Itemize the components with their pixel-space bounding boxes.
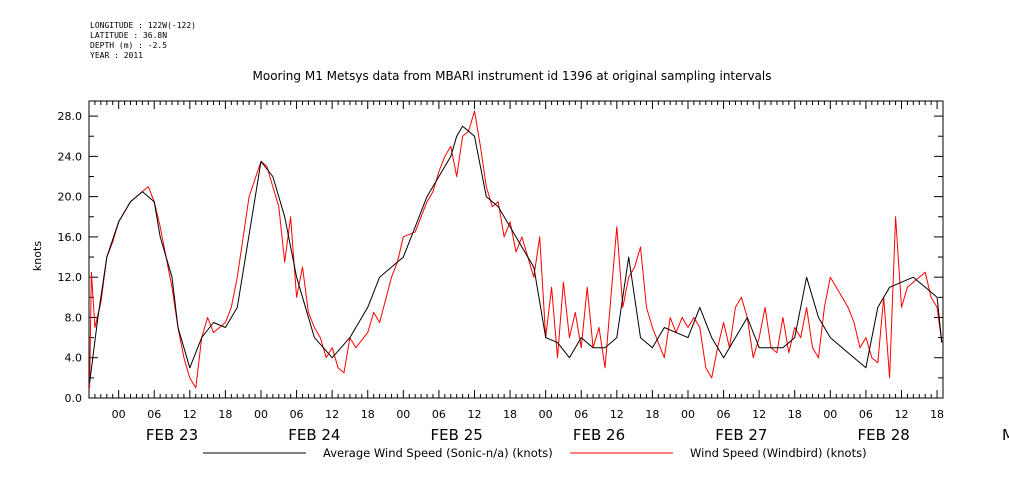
legend-label-windbird: Wind Speed (Windbird) (knots) [690,446,867,460]
x-day-label: FEB 27 [715,426,767,444]
y-tick-label: 20.0 [58,191,83,204]
x-hour-label: 06 [147,408,161,421]
x-hour-label: 00 [539,408,553,421]
x-hour-label: 00 [681,408,695,421]
x-hour-label: 00 [396,408,410,421]
x-day-label: FEB 23 [146,426,198,444]
x-hour-label: 00 [823,408,837,421]
y-tick-label: 4.0 [65,352,83,365]
depth-text: DEPTH (m) : -2.5 [90,41,168,50]
x-day-label: FEB 26 [573,426,625,444]
y-tick-label: 12.0 [58,271,83,284]
x-hour-label: 12 [894,408,908,421]
x-hour-label: 18 [218,408,232,421]
chart-title: Mooring M1 Metsys data from MBARI instru… [253,69,772,83]
x-hour-label: 12 [325,408,339,421]
series-layer [89,110,943,389]
x-day-label: FEB 25 [431,426,483,444]
metadata-block: LONGITUDE : 122W(-122) LATITUDE : 36.8N … [90,21,196,61]
y-axis-label: knots [31,241,44,271]
x-hour-label: 18 [930,408,944,421]
x-hour-label: 00 [254,408,268,421]
x-hour-label: 18 [645,408,659,421]
x-hour-label: 18 [788,408,802,421]
x-hour-label: 06 [574,408,588,421]
x-hour-label: 00 [112,408,126,421]
x-hour-label: 18 [503,408,517,421]
x-hour-label: 12 [467,408,481,421]
legend: Average Wind Speed (Sonic-n/a) (knots) W… [203,446,867,460]
y-tick-label: 28.0 [58,110,83,123]
year-text: YEAR : 2011 [90,51,143,60]
x-hour-label: 06 [432,408,446,421]
x-hour-label: 18 [361,408,375,421]
x-hour-label: 12 [183,408,197,421]
x-day-label: MAR 1 [1002,426,1009,444]
x-hour-label: 06 [859,408,873,421]
x-hour-label: 06 [717,408,731,421]
y-tick-label: 16.0 [58,231,83,244]
legend-label-average: Average Wind Speed (Sonic-n/a) (knots) [323,446,553,460]
x-day-label: FEB 28 [858,426,910,444]
axes-group: 0.0 4.0 8.0 12.0 16.0 20.0 24.0 28.0 00 06 12 18 FEB… [58,100,1009,444]
x-hour-label: 12 [752,408,766,421]
x-hour-label: 12 [610,408,624,421]
series-line-windbird [89,110,943,389]
y-tick-label: 24.0 [58,150,83,163]
x-day-label: FEB 24 [288,426,340,444]
y-tick-label: 0.0 [65,392,83,405]
series-line-average [89,125,943,383]
y-tick-label: 8.0 [65,311,83,324]
x-hour-label: 06 [290,408,304,421]
longitude-text: LONGITUDE : 122W(-122) [90,21,196,30]
latitude-text: LATITUDE : 36.8N [90,31,168,40]
